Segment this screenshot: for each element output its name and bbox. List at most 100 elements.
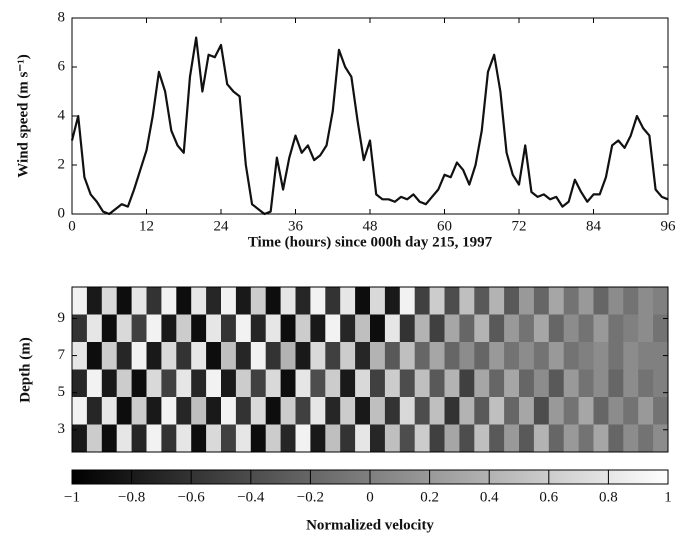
heat-cell — [146, 369, 162, 398]
heat-cell — [280, 342, 296, 370]
heat-cell — [653, 369, 669, 398]
colorbar-tick-label: −0.8 — [118, 489, 145, 505]
colorbar-tick-label: 0 — [366, 489, 374, 505]
heat-cell — [638, 287, 654, 315]
heat-cell — [131, 369, 147, 398]
heat-cell — [72, 424, 88, 453]
heat-cell — [355, 397, 371, 425]
heat-cell — [310, 424, 326, 453]
heat-cell — [191, 397, 207, 425]
heat-cell — [235, 314, 252, 343]
heat-cell — [101, 314, 118, 343]
heat-cell — [563, 424, 579, 453]
heat-cell — [265, 342, 281, 370]
heat-cell — [578, 342, 594, 370]
heat-cell — [563, 369, 579, 398]
heat-cell — [161, 287, 177, 315]
heat-cell — [593, 342, 609, 370]
heat-cell — [101, 424, 118, 453]
x-tick-label: 96 — [661, 218, 677, 234]
heat-cell — [355, 314, 371, 343]
heat-cell — [533, 314, 550, 343]
heat-cell — [370, 314, 386, 343]
heat-cell — [176, 287, 192, 315]
colorbar-tick-label: −0.4 — [237, 489, 265, 505]
heat-cell — [608, 369, 624, 398]
x-tick-label: 12 — [139, 218, 154, 234]
heat-cell — [86, 287, 103, 315]
heat-cell — [399, 314, 416, 343]
heat-cell — [504, 369, 520, 398]
colorbar-tick-label: −0.6 — [178, 489, 206, 505]
heat-cell — [444, 369, 460, 398]
colorbar-tick-label: 0.8 — [599, 489, 618, 505]
heat-cell — [474, 424, 490, 453]
heat-cell — [638, 369, 654, 398]
heat-cell — [295, 342, 311, 370]
heat-cell — [250, 342, 267, 370]
plot-frame — [71, 286, 669, 453]
heat-cell — [310, 314, 326, 343]
x-tick-label: 60 — [437, 218, 452, 234]
heat-cell — [370, 424, 386, 453]
heat-cell — [623, 369, 639, 398]
heat-cell — [533, 342, 550, 370]
heat-cell — [280, 287, 296, 315]
heat-cell — [399, 397, 416, 425]
heat-cell — [474, 342, 490, 370]
heat-cell — [474, 314, 490, 343]
heat-cell — [310, 287, 326, 315]
heat-cell — [370, 342, 386, 370]
y-tick-label: 2 — [58, 156, 66, 172]
heat-cell — [265, 314, 281, 343]
y-tick-label: 9 — [58, 310, 66, 326]
heat-cell — [429, 369, 445, 398]
heat-cell — [384, 424, 401, 453]
heat-cell — [176, 369, 192, 398]
heat-cell — [384, 397, 401, 425]
heat-cell — [86, 397, 103, 425]
heat-cell — [533, 369, 550, 398]
heat-cell — [176, 424, 192, 453]
heat-cell — [578, 369, 594, 398]
heat-cell — [623, 424, 639, 453]
heat-cell — [340, 342, 356, 370]
heat-cell — [250, 287, 267, 315]
heat-cell — [578, 287, 594, 315]
heat-cell — [444, 424, 460, 453]
heat-cell — [191, 287, 207, 315]
heat-cell — [176, 342, 192, 370]
heat-cell — [206, 424, 222, 453]
heat-cell — [459, 314, 475, 343]
heat-cell — [146, 314, 162, 343]
heat-cell — [519, 314, 535, 343]
heat-cell — [370, 369, 386, 398]
heat-cell — [191, 424, 207, 453]
heat-cell — [638, 424, 654, 453]
heat-cell — [221, 369, 237, 398]
heat-cell — [235, 342, 252, 370]
heat-cell — [221, 397, 237, 425]
heat-cell — [623, 397, 639, 425]
heat-cell — [429, 342, 445, 370]
heat-cell — [86, 424, 103, 453]
heat-cell — [399, 424, 416, 453]
heat-cell — [325, 397, 341, 425]
heat-cell — [563, 287, 579, 315]
heat-cell — [414, 314, 430, 343]
heat-cell — [459, 342, 475, 370]
heat-cell — [116, 314, 132, 343]
heat-cell — [608, 314, 624, 343]
heat-cell — [265, 369, 281, 398]
heat-cell — [563, 342, 579, 370]
heat-cell — [310, 369, 326, 398]
heat-cell — [608, 287, 624, 315]
heat-cell — [280, 314, 296, 343]
heat-cell — [146, 287, 162, 315]
heat-cell — [623, 342, 639, 370]
heat-cell — [250, 397, 267, 425]
heat-cell — [370, 397, 386, 425]
heat-cell — [384, 314, 401, 343]
heat-cell — [414, 287, 430, 315]
